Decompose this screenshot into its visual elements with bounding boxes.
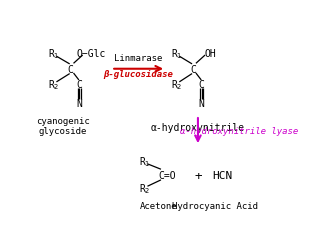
Text: R$_1$: R$_1$: [171, 47, 183, 61]
Text: C: C: [67, 64, 73, 74]
Text: N: N: [76, 98, 82, 108]
Text: C: C: [199, 80, 205, 90]
Text: C=O: C=O: [158, 170, 176, 180]
Text: R$_1$: R$_1$: [139, 154, 151, 168]
Text: α-hydroxynitrile lyase: α-hydroxynitrile lyase: [180, 126, 298, 136]
Text: Acetone: Acetone: [139, 201, 177, 210]
Text: β-glucosidase: β-glucosidase: [104, 70, 173, 79]
Text: O−Glc: O−Glc: [77, 48, 106, 58]
Text: HCN: HCN: [212, 170, 232, 180]
Text: OH: OH: [204, 48, 216, 58]
Text: R$_2$: R$_2$: [171, 78, 183, 92]
Text: Linmarase: Linmarase: [114, 54, 163, 62]
Text: R$_2$: R$_2$: [48, 78, 60, 92]
Text: N: N: [199, 98, 205, 108]
Text: C: C: [76, 80, 82, 90]
Text: cyanogenic
glycoside: cyanogenic glycoside: [36, 116, 90, 136]
Text: Hydrocyanic Acid: Hydrocyanic Acid: [171, 201, 258, 210]
Text: α-hydroxynitrile: α-hydroxynitrile: [151, 122, 245, 132]
Text: R$_2$: R$_2$: [139, 182, 151, 196]
Text: +: +: [195, 169, 202, 182]
Text: C: C: [190, 64, 196, 74]
Text: R$_1$: R$_1$: [48, 47, 60, 61]
